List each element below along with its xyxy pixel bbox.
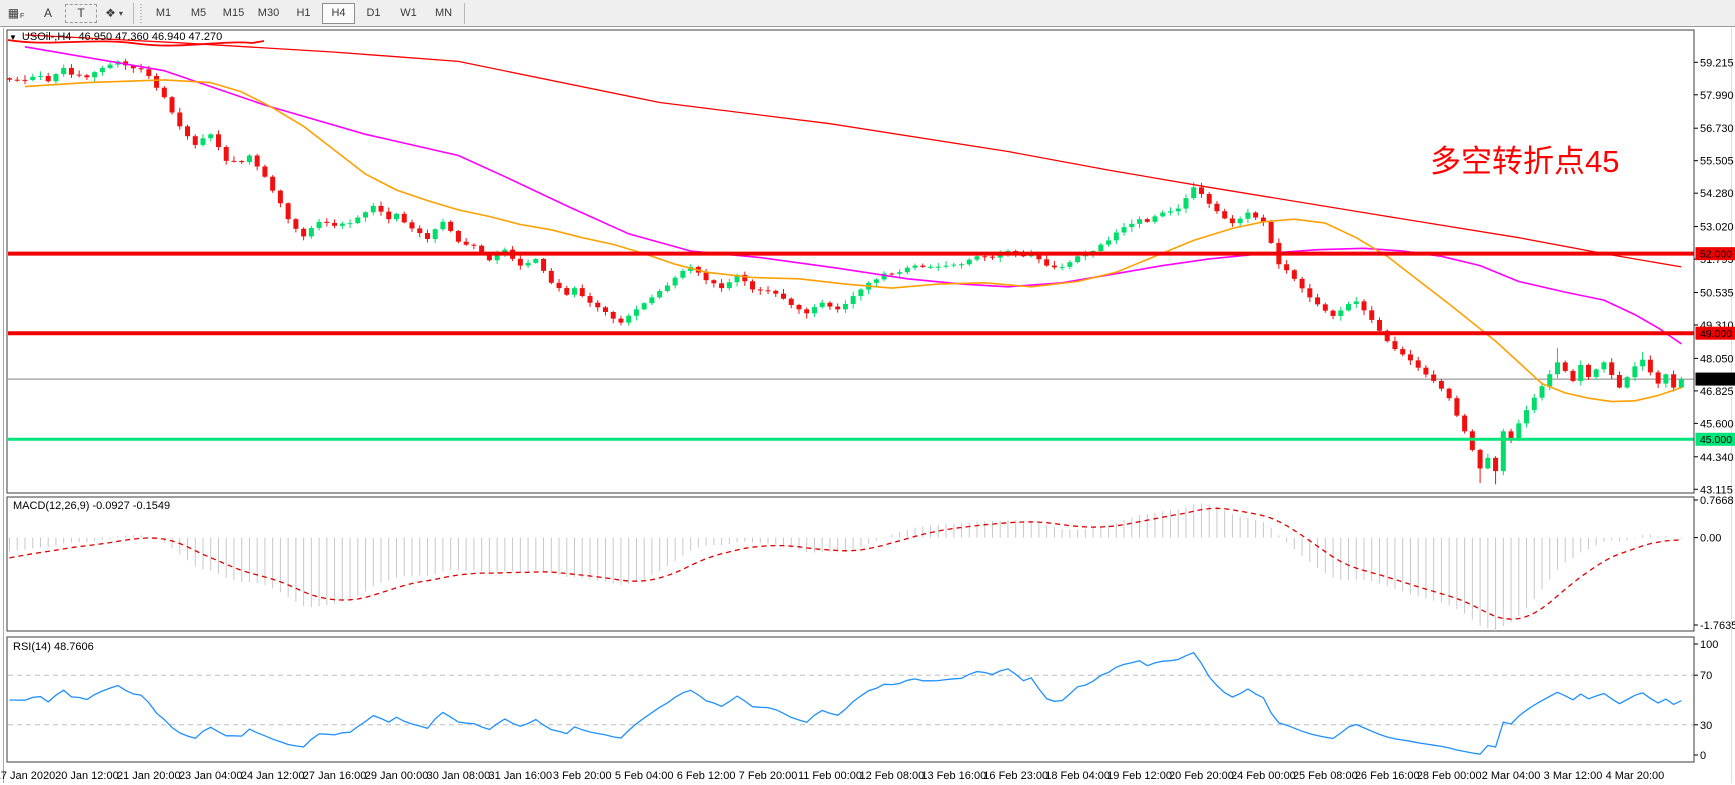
time-tick-label: 26 Feb 16:00 [1355,770,1420,782]
price-plate-52.000 [1695,247,1735,261]
text-object-button[interactable]: T [65,3,97,23]
price-tick-label: 48.050 [1700,353,1734,365]
price-tick-label: 50.535 [1700,287,1734,299]
price-tick-label: 53.020 [1700,222,1734,234]
timeframe-button-MN[interactable]: MN [434,7,453,19]
time-tick-label: 2 Mar 04:00 [1482,770,1541,782]
timeframe-button-W1[interactable]: W1 [400,7,417,19]
svg-text:47.270: 47.270 [1700,374,1732,386]
price-tick-label: 55.505 [1700,156,1734,168]
cursor-a-button[interactable]: A [33,3,63,24]
time-tick-label: 3 Mar 12:00 [1544,770,1603,782]
toolbar-drag-handle[interactable] [139,3,144,23]
price-tick-label: 56.730 [1700,123,1734,135]
timeframe-button-M1[interactable]: M1 [155,7,172,19]
drawing-tools-button[interactable]: ❖ ▾ [99,3,129,24]
time-tick-label: 29 Jan 00:00 [365,770,429,782]
time-tick-label: 30 Jan 08:00 [427,770,491,782]
svg-text:52.000: 52.000 [1700,248,1732,260]
grid-icon-sub: F [20,13,25,20]
price-tick-label: 54.280 [1700,188,1734,200]
ohlc-values: 46.950 47.360 46.940 47.270 [78,31,223,43]
time-tick-label: 4 Mar 20:00 [1606,770,1665,782]
macd-tick-label: 0.00 [1700,533,1721,545]
rsi-tick-label: 100 [1700,639,1718,651]
ma-orange-line [24,79,1682,403]
price-tick-label: 43.115 [1700,484,1733,496]
bid-price-plate [1695,372,1735,386]
macd-tick-label: 0.7668 [1700,495,1734,507]
time-tick-label: 20 Jan 12:00 [55,770,119,782]
price-tick-label: 44.340 [1700,452,1734,464]
timeframe-button-H4[interactable]: H4 [322,2,355,24]
chart-ohlc-title: ▼ USOil-,H4 46.950 47.360 46.940 47.270 [9,31,222,43]
rsi-tick-label: 30 [1700,720,1712,732]
grid-icon: ▦ [7,6,20,20]
price-tick-label: 45.600 [1700,418,1734,430]
macd-indicator-label: MACD(12,26,9) -0.0927 -0.1549 [13,500,171,512]
time-tick-label: 16 Feb 23:00 [983,770,1048,782]
time-tick-label: 5 Feb 04:00 [615,770,674,782]
timeframe-button-M5[interactable]: M5 [190,7,207,19]
rsi-panel-frame [6,636,1695,763]
toolbar-separator [464,2,465,24]
time-tick-label: 20 Feb 20:00 [1169,770,1234,782]
time-tick-label: 24 Jan 12:00 [241,770,305,782]
time-tick-label: 17 Jan 2020 [0,770,55,782]
time-tick-label: 27 Jan 16:00 [303,770,367,782]
price-plate-49.000 [1695,326,1735,340]
toolbar: ▦ F A T ❖ ▾ M1 M5 M15 M30 H1 H4 D1 W1 MN [0,0,1735,27]
toolbar-separator [133,2,134,24]
time-tick-label: 19 Feb 12:00 [1107,770,1172,782]
letter-t-icon: T [77,6,85,20]
macd-signal-line [9,507,1682,620]
rsi-tick-label: 70 [1700,670,1712,682]
rsi-line [9,651,1682,755]
time-tick-label: 18 Feb 04:00 [1045,770,1110,782]
time-tick-label: 23 Jan 04:00 [179,770,243,782]
red-underline-annotation [7,39,265,47]
chevron-down-icon: ▾ [118,8,123,18]
symbol-period-label: USOil-,H4 [21,31,72,43]
time-tick-label: 28 Feb 00:00 [1417,770,1482,782]
price-plate-45.000 [1695,432,1735,446]
timeframe-button-H1[interactable]: H1 [296,7,311,19]
timeframe-group: M1 M5 M15 M30 H1 H4 D1 W1 MN [146,2,461,24]
rsi-indicator-label: RSI(14) 48.7606 [13,641,94,653]
timeframe-button-M30[interactable]: M30 [257,7,280,19]
time-tick-label: 7 Feb 20:00 [739,770,798,782]
rsi-panel: 100 70 30 0 [8,639,1718,762]
macd-tick-label: -1.7635 [1700,620,1735,632]
time-tick-label: 31 Jan 16:00 [489,770,553,782]
chevron-down-icon[interactable]: ▼ [9,32,17,42]
chart-grid-button[interactable]: ▦ F [1,3,31,24]
text-annotation: 多空转折点45 [1430,144,1620,179]
svg-text:45.000: 45.000 [1700,434,1732,446]
timeframe-button-D1[interactable]: D1 [366,7,381,19]
time-tick-label: 6 Feb 12:00 [677,770,736,782]
main-panel-frame [6,29,1695,494]
price-tick-label: 57.990 [1700,90,1734,102]
timeframe-button-M15[interactable]: M15 [222,7,245,19]
time-tick-label: 11 Feb 00:00 [798,770,862,782]
shapes-icon: ❖ [105,6,116,20]
price-scale: 59.21557.99056.73055.50554.28053.02051.7… [1694,57,1735,496]
price-tick-label: 59.215 [1700,57,1734,69]
time-tick-label: 12 Feb 08:00 [859,770,924,782]
macd-panel: 0.7668 0.00 -1.7635 [9,495,1735,632]
price-tick-label: 46.825 [1700,386,1734,398]
main-chart [7,34,1694,485]
time-tick-label: 25 Feb 08:00 [1293,770,1358,782]
rsi-tick-label: 0 [1700,750,1706,762]
time-tick-label: 21 Jan 20:00 [117,770,181,782]
svg-text:49.000: 49.000 [1700,328,1732,340]
time-tick-label: 13 Feb 16:00 [921,770,986,782]
time-tick-label: 3 Feb 20:00 [553,770,612,782]
letter-a-icon: A [43,6,52,20]
time-tick-label: 24 Feb 00:00 [1231,770,1296,782]
ma-red-line [24,34,1682,268]
